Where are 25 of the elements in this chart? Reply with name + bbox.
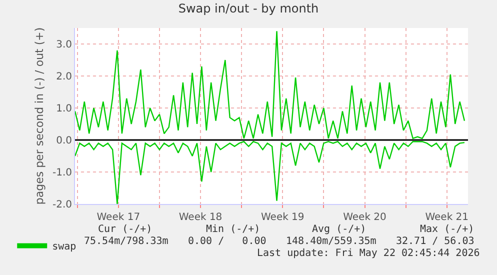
x-tick-label: Week 17 <box>96 212 140 223</box>
text: 0.00 / 0.00 <box>188 236 266 247</box>
y-tick-label: 1.0 <box>56 104 72 114</box>
y-tick-label: 3.0 <box>56 40 72 50</box>
y-tick-label: 2.0 <box>56 72 72 82</box>
x-tick-label: Week 19 <box>260 212 304 223</box>
text: Last update: Fri May 22 02:45:44 2026 <box>257 248 480 259</box>
text: Max (-/+) <box>420 224 474 235</box>
chart-title: Swap in/out - by month <box>178 2 319 16</box>
y-axis-title: pages per second in (-) / out (+) <box>33 27 46 205</box>
y-tick-label: 0.0 <box>56 136 72 146</box>
text: Cur (-/+) <box>98 224 152 235</box>
y-tick-label: -2.0 <box>52 200 72 210</box>
text: 75.54m/798.33m <box>84 236 168 247</box>
x-tick-label: Week 20 <box>343 212 386 223</box>
text: 32.71 / 56.03 <box>396 236 474 247</box>
line-series <box>75 30 466 139</box>
x-tick-label: Week 18 <box>178 212 222 223</box>
text: 148.40m/559.35m <box>286 236 376 247</box>
line-series <box>75 141 466 204</box>
text: Avg (-/+) <box>312 224 366 235</box>
text: Min (-/+) <box>206 224 260 235</box>
legend-label: swap <box>52 242 76 253</box>
y-tick-label: -1.0 <box>52 168 72 178</box>
x-tick-label: Week 21 <box>425 212 469 223</box>
